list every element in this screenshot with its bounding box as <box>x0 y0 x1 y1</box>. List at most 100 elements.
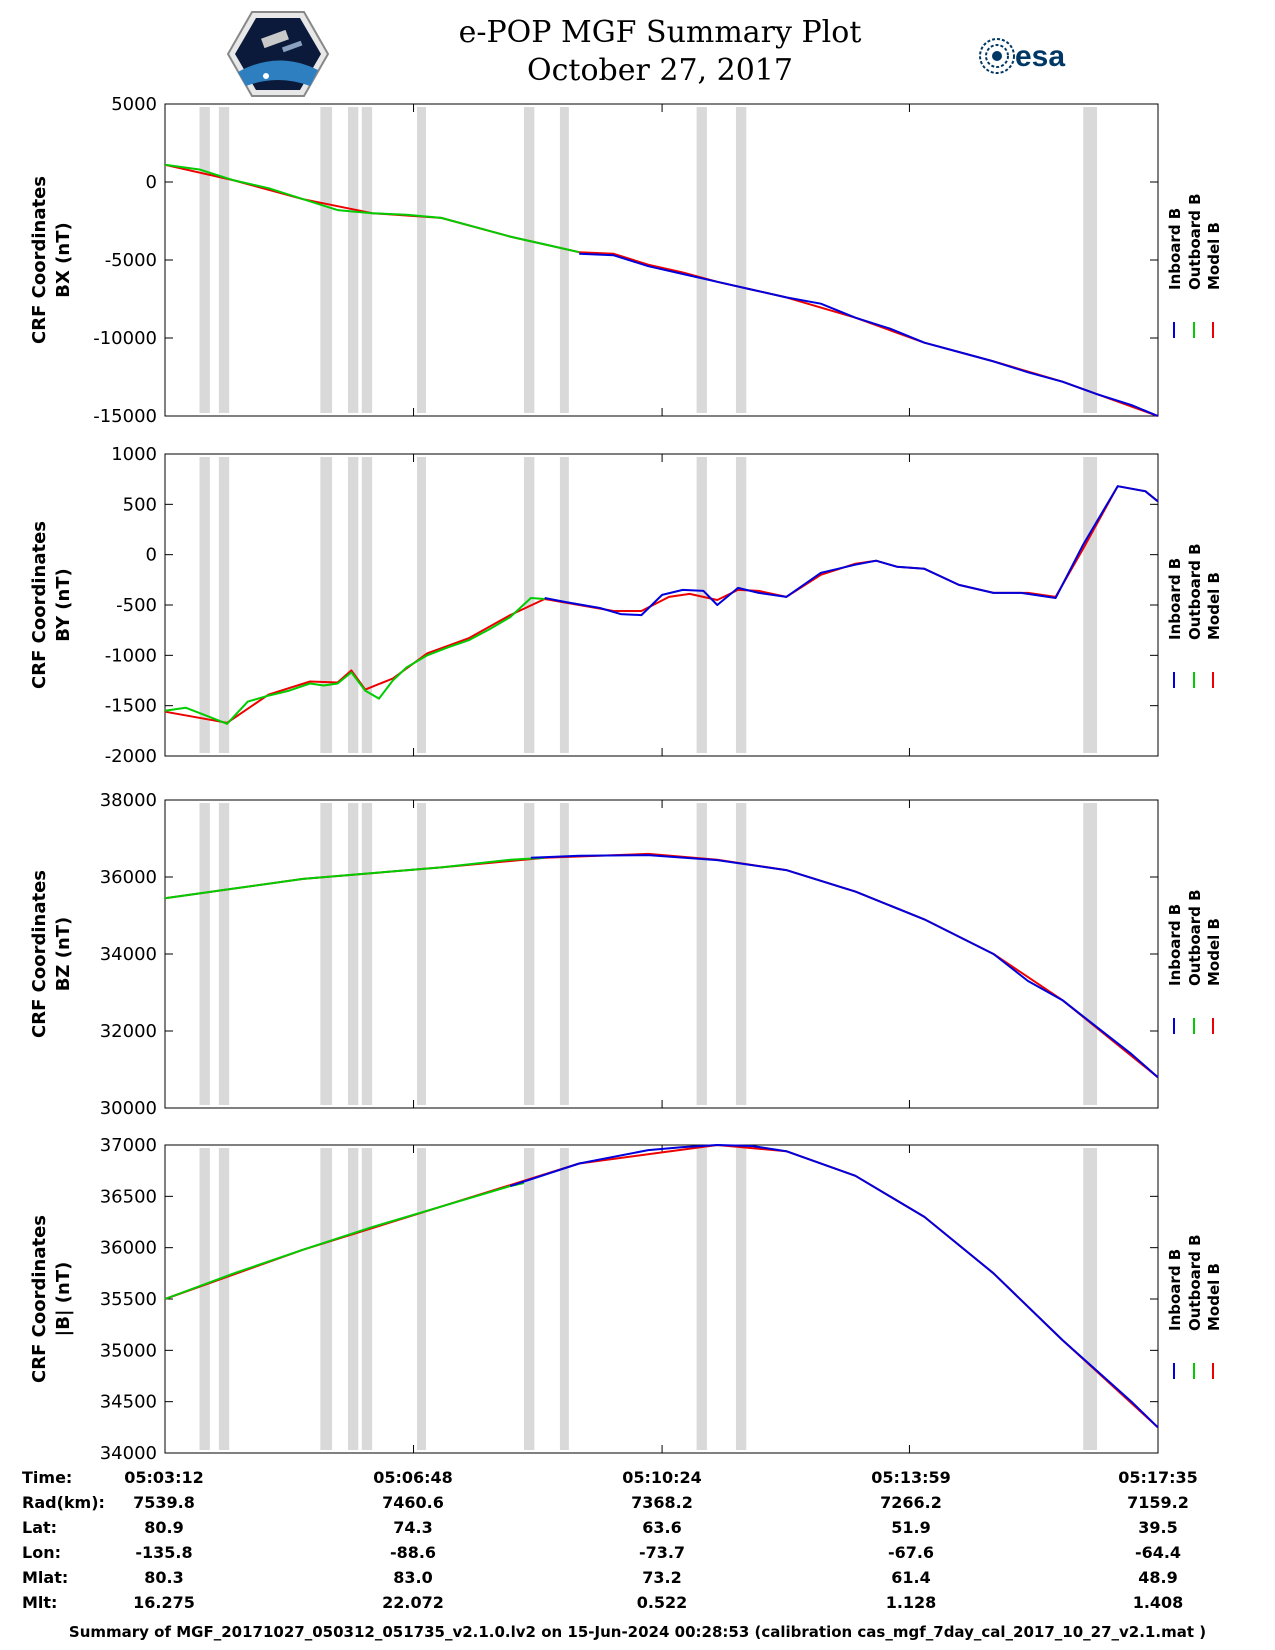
ephem-value: 1.128 <box>885 1593 937 1612</box>
ephem-value: 05:13:59 <box>871 1468 951 1487</box>
data-gap-band <box>347 457 359 753</box>
data-gap-band <box>218 457 230 753</box>
ephem-value: 48.9 <box>1138 1568 1178 1587</box>
ephem-value: 63.6 <box>642 1518 682 1537</box>
y-axis-label-line: BZ (nT) <box>53 917 74 992</box>
data-gap-band <box>735 107 747 413</box>
legend-label: Outboard B <box>1186 1234 1204 1331</box>
mission-patch-logo <box>226 11 330 97</box>
legend-label: Inboard B <box>1166 904 1184 986</box>
ephem-label: Lon: <box>22 1543 61 1562</box>
esa-logo-text: esa <box>1015 40 1065 73</box>
panel-3: 38000 36000 34000 32000 30000 CRF Coordinates… <box>29 790 1223 1119</box>
data-gap-band <box>523 1148 535 1450</box>
ephem-value: 22.072 <box>382 1593 444 1612</box>
legend-label: Model B <box>1205 1263 1223 1331</box>
data-gap-band <box>735 457 747 753</box>
y-tick-label: -15000 <box>93 406 157 427</box>
ephem-value: 80.9 <box>144 1518 184 1537</box>
data-gap-band <box>559 457 569 753</box>
y-tick-label: 36000 <box>100 1238 157 1259</box>
y-tick-label: 0 <box>146 545 157 566</box>
y-axis-label-line: CRF Coordinates <box>29 870 50 1038</box>
data-gap-band <box>218 1148 230 1450</box>
data-gap-band <box>320 803 333 1105</box>
data-gap-band <box>416 1148 426 1450</box>
ephem-value: 74.3 <box>393 1518 433 1537</box>
y-tick-label: -2000 <box>105 746 157 767</box>
data-gap-band <box>347 803 359 1105</box>
title-line-2: October 27, 2017 <box>527 53 793 88</box>
legend-label: Inboard B <box>1166 558 1184 640</box>
esa-logo: esa <box>979 38 1065 74</box>
title-line-1: e-POP MGF Summary Plot <box>458 15 862 50</box>
data-gap-band <box>696 107 707 413</box>
ephem-value: 7159.2 <box>1127 1493 1189 1512</box>
data-gap-band <box>347 1148 359 1450</box>
data-gap-band <box>696 1148 707 1450</box>
y-tick-label: 35000 <box>100 1340 157 1361</box>
plot-frame <box>164 453 1159 757</box>
ephem-value: 7460.6 <box>382 1493 444 1512</box>
legend-label: Model B <box>1205 918 1223 986</box>
ephem-value: -135.8 <box>135 1543 193 1562</box>
ephem-value: 51.9 <box>891 1518 931 1537</box>
ephem-label: Rad(km): <box>22 1493 105 1512</box>
data-gap-band <box>416 457 426 753</box>
ephem-label: Lat: <box>22 1518 58 1537</box>
panel-2: 1000 500 0 -500 -1000 -1500 -2000 CRF Coordinat… <box>29 444 1223 767</box>
legend-label: Outboard B <box>1186 193 1204 290</box>
data-gap-band <box>559 1148 569 1450</box>
y-axis-label: CRF Coordinates BY (nT) <box>29 521 74 689</box>
y-axis-label-line: CRF Coordinates <box>29 176 50 344</box>
ephem-value: 0.522 <box>636 1593 688 1612</box>
ephem-value: 05:06:48 <box>373 1468 453 1487</box>
data-gap-band <box>1083 107 1098 413</box>
y-axis-label-line: |B| (nT) <box>53 1262 74 1337</box>
data-gap-band <box>320 107 333 413</box>
legend-label: Inboard B <box>1166 208 1184 290</box>
ephem-value: 7266.2 <box>880 1493 942 1512</box>
data-gap-band <box>696 457 707 753</box>
series-line-inboard-b <box>509 1144 1159 1429</box>
data-gap-band <box>218 803 230 1105</box>
y-tick-label: -500 <box>116 595 157 616</box>
ephem-value: 1.408 <box>1132 1593 1184 1612</box>
ephem-value: 05:03:12 <box>124 1468 204 1487</box>
data-gap-band <box>199 1148 210 1450</box>
ephem-value: -73.7 <box>638 1543 686 1562</box>
data-gap-band <box>1083 1148 1098 1450</box>
y-tick-label: 0 <box>146 172 157 193</box>
data-gap-band <box>347 107 359 413</box>
ephem-value: 05:10:24 <box>622 1468 702 1487</box>
y-tick-label: -5000 <box>105 250 157 271</box>
ephem-value: 7368.2 <box>631 1493 693 1512</box>
data-gap-band <box>199 457 210 753</box>
data-gap-band <box>361 107 373 413</box>
data-gap-band <box>1083 803 1098 1105</box>
ephem-label: Mlat: <box>22 1568 69 1587</box>
y-axis-label-line: CRF Coordinates <box>29 1215 50 1383</box>
data-gap-band <box>320 457 333 753</box>
data-gap-band <box>735 803 747 1105</box>
data-gap-band <box>199 803 210 1105</box>
legend-label: Outboard B <box>1186 889 1204 986</box>
data-gap-band <box>523 457 535 753</box>
ephem-value: 61.4 <box>891 1568 931 1587</box>
series-line-inboard-b <box>544 485 1159 617</box>
data-gap-band <box>416 803 426 1105</box>
data-gap-band <box>696 803 707 1105</box>
y-tick-label: 34000 <box>100 1443 157 1464</box>
data-gap-band <box>361 803 373 1105</box>
data-gap-band <box>559 107 569 413</box>
series-line-model-b <box>164 1144 1159 1429</box>
data-gap-band <box>361 457 373 753</box>
y-axis-label-line: CRF Coordinates <box>29 521 50 689</box>
y-axis-label: CRF Coordinates BZ (nT) <box>29 870 74 1038</box>
y-axis-label-line: BX (nT) <box>53 222 74 297</box>
ephem-value: 16.275 <box>133 1593 195 1612</box>
legend-label: Model B <box>1205 222 1223 290</box>
data-gap-band <box>523 803 535 1105</box>
y-axis-label: CRF Coordinates BX (nT) <box>29 176 74 344</box>
